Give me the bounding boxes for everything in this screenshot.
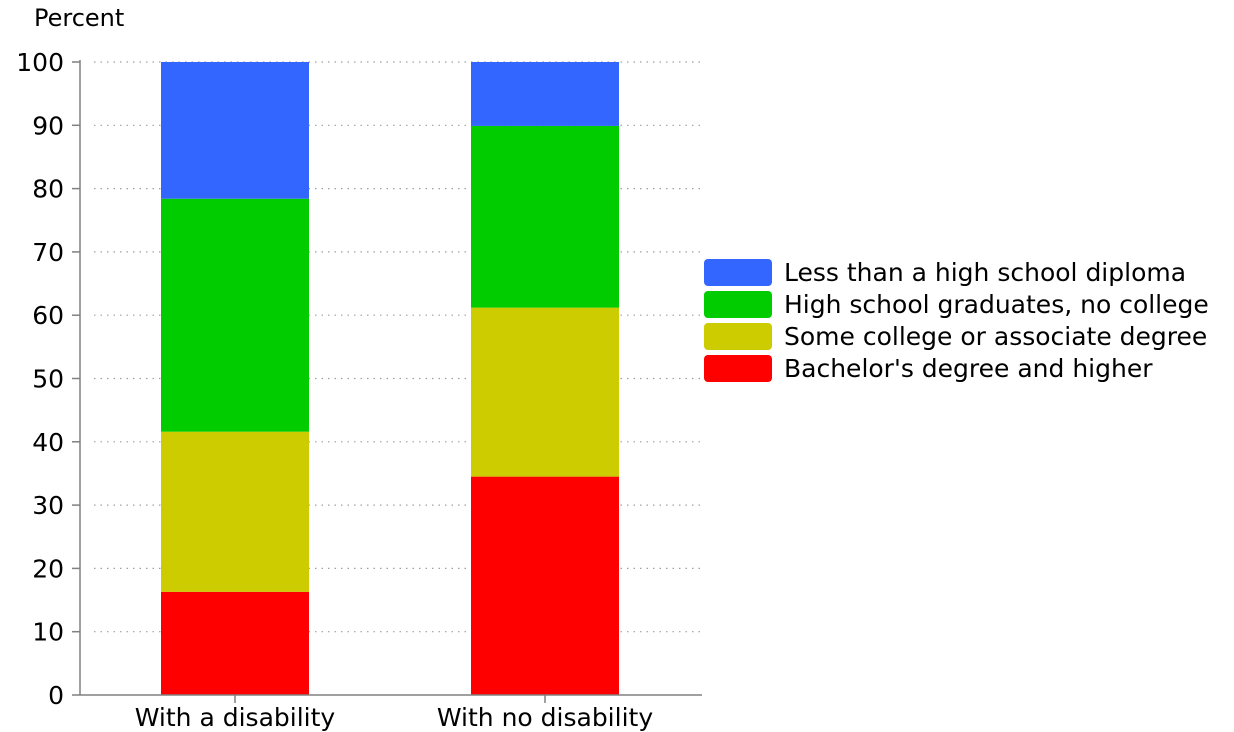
- y-tick-label: 90: [32, 111, 64, 140]
- legend-item: Less than a high school diploma: [704, 256, 1209, 288]
- legend-swatch: [704, 354, 772, 382]
- legend-swatch: [704, 290, 772, 318]
- legend-item: Bachelor's degree and higher: [704, 352, 1209, 384]
- y-tick-label: 80: [32, 175, 64, 204]
- legend-swatch: [704, 258, 772, 286]
- bar-segment: [471, 476, 619, 695]
- bar-segment: [471, 62, 619, 126]
- bar-segment: [161, 198, 309, 432]
- bar-segment: [471, 125, 619, 308]
- axes: 0 10 20 30 40 50 60 70 80 90 100 With a disability W…: [16, 48, 702, 732]
- y-tick-label: 60: [32, 301, 64, 330]
- y-tick-label: 30: [32, 491, 64, 520]
- bars: [161, 62, 619, 695]
- legend-label: High school graduates, no college: [784, 289, 1209, 319]
- bar-segment: [161, 591, 309, 695]
- y-tick-label: 0: [48, 681, 64, 710]
- y-tick-label: 20: [32, 554, 64, 583]
- legend-label: Some college or associate degree: [784, 321, 1208, 351]
- x-tick-label: With a disability: [135, 703, 336, 732]
- legend-swatch: [704, 322, 772, 350]
- legend-label: Less than a high school diploma: [784, 257, 1187, 287]
- x-tick-label: With no disability: [437, 703, 653, 732]
- bar-segment: [471, 307, 619, 477]
- y-tick-label: 70: [32, 238, 64, 267]
- y-axis-label: Percent: [34, 4, 125, 32]
- bar-segment: [161, 431, 309, 592]
- y-tick-label: 40: [32, 428, 64, 457]
- legend-item: High school graduates, no college: [704, 288, 1209, 320]
- y-tick-label: 100: [16, 48, 64, 77]
- y-tick-label: 50: [32, 365, 64, 394]
- legend: Less than a high school diploma High scho…: [704, 256, 1209, 384]
- bar-segment: [161, 62, 309, 199]
- legend-item: Some college or associate degree: [704, 320, 1209, 352]
- legend-label: Bachelor's degree and higher: [784, 353, 1153, 383]
- y-tick-label: 10: [32, 618, 64, 647]
